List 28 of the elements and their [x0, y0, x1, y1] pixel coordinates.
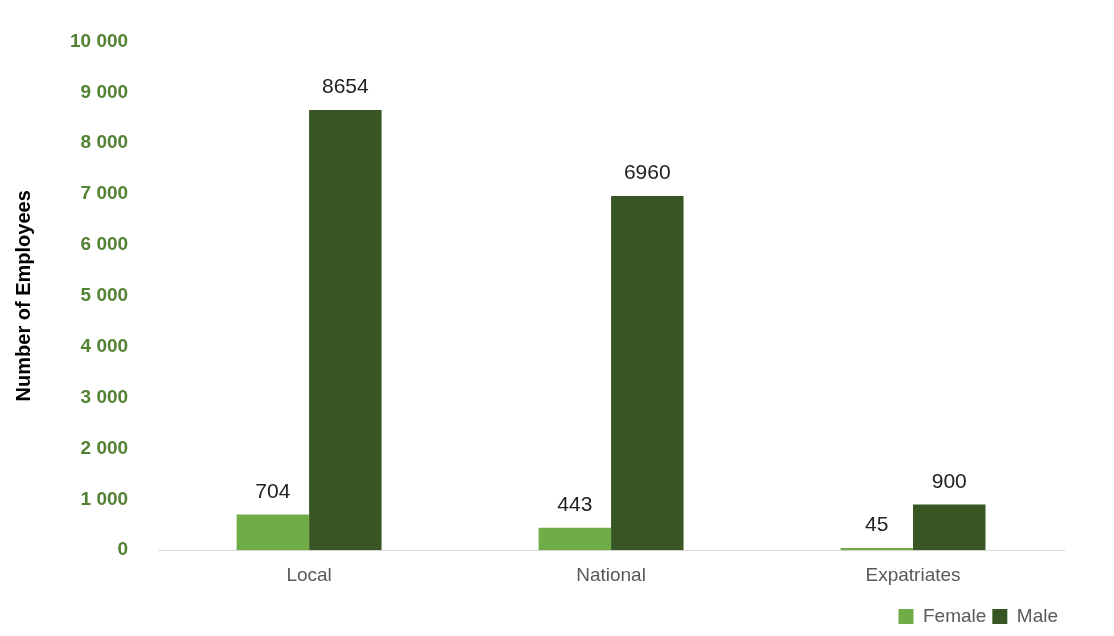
y-tick-label: 3 000 [80, 385, 129, 407]
y-tick-label: 6 000 [80, 233, 129, 255]
data-label: 443 [557, 491, 593, 515]
y-tick-label: 10 000 [69, 29, 129, 51]
y-tick-label: 8 000 [80, 131, 129, 153]
bar [309, 109, 382, 551]
y-tick-label: 0 [117, 538, 129, 560]
x-tick-label: Expatriates [865, 563, 961, 585]
legend-label: Female [922, 604, 987, 626]
y-tick-label: 1 000 [80, 487, 129, 509]
data-label: 8654 [321, 74, 370, 98]
y-tick-label: 4 000 [80, 334, 129, 356]
bar [913, 504, 986, 551]
y-tick-label: 9 000 [80, 80, 129, 102]
y-tick-label: 2 000 [80, 436, 129, 458]
x-tick-label: National [576, 563, 646, 585]
legend-label: Male [1016, 604, 1059, 626]
data-label: 704 [255, 478, 291, 502]
y-tick-label: 5 000 [80, 284, 129, 306]
x-tick-label: Local [286, 563, 332, 585]
y-axis-title: Number of Employees [11, 190, 34, 402]
data-label: 900 [931, 468, 967, 492]
y-tick-label: 7 000 [80, 182, 129, 204]
bar [538, 527, 612, 551]
data-label: 45 [865, 512, 889, 536]
bar [236, 514, 310, 551]
data-label: 6960 [623, 160, 671, 184]
bar [611, 196, 684, 551]
